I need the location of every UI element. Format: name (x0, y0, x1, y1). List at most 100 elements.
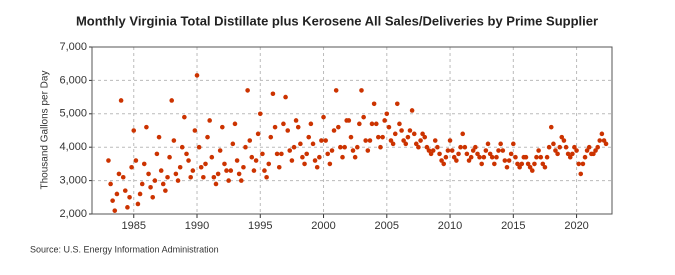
point (116, 171, 122, 177)
point (496, 148, 501, 153)
point (272, 124, 278, 130)
point (201, 174, 206, 180)
point (502, 158, 508, 163)
point (458, 144, 463, 150)
point (437, 151, 442, 157)
point (346, 118, 352, 123)
point (464, 151, 470, 157)
x-tick-label: 1995 (248, 220, 272, 232)
point (500, 148, 506, 153)
point (542, 164, 548, 170)
point (268, 134, 274, 140)
x-tick-label: 2010 (438, 220, 462, 232)
point (559, 134, 565, 140)
point (135, 201, 141, 207)
point (251, 168, 257, 173)
point (291, 144, 297, 150)
point (262, 168, 267, 173)
point (572, 144, 577, 150)
point (523, 154, 529, 160)
y-tick-label: 3,000 (59, 175, 87, 187)
point (106, 158, 111, 163)
point (205, 134, 210, 140)
point (373, 121, 379, 127)
point (108, 181, 113, 187)
point (243, 144, 248, 150)
point (386, 124, 392, 130)
point (276, 164, 282, 170)
point (150, 195, 156, 200)
point (411, 131, 417, 137)
point (441, 161, 447, 167)
point (260, 151, 265, 157)
point (527, 164, 533, 170)
point (203, 161, 208, 167)
point (114, 191, 120, 197)
point (597, 138, 603, 143)
point (348, 134, 354, 140)
point (355, 144, 360, 150)
point (511, 141, 516, 147)
point (257, 111, 263, 117)
point (555, 151, 560, 157)
point (308, 121, 314, 127)
point (323, 138, 328, 143)
point (188, 174, 193, 180)
point (380, 134, 385, 140)
point (409, 108, 415, 113)
point (217, 148, 223, 153)
plot-frame (91, 46, 613, 215)
point (394, 101, 400, 107)
point (532, 161, 537, 167)
point (487, 151, 493, 157)
point (342, 144, 347, 150)
point (365, 148, 371, 153)
point (156, 134, 162, 140)
point (428, 151, 434, 157)
point (255, 131, 261, 137)
point (312, 158, 318, 163)
point (177, 164, 183, 170)
point (245, 88, 250, 93)
point (160, 181, 166, 187)
point (230, 141, 236, 147)
point (563, 144, 569, 150)
point (226, 178, 231, 183)
source: Source: U.S. Energy Information Administ… (30, 244, 219, 254)
point (515, 161, 520, 167)
point (553, 148, 558, 153)
point (253, 158, 259, 163)
point (504, 164, 510, 170)
point (207, 118, 212, 123)
point (154, 151, 160, 157)
point (540, 161, 546, 167)
x-tick-label: 1985 (122, 220, 146, 232)
point (122, 188, 128, 193)
point (163, 188, 168, 193)
point (139, 181, 145, 187)
point (165, 174, 170, 180)
point (466, 158, 472, 163)
point (279, 151, 284, 157)
point (449, 148, 455, 153)
point (603, 141, 609, 147)
point (131, 128, 137, 133)
point (327, 161, 333, 167)
point (118, 98, 124, 103)
point (430, 148, 436, 153)
point (599, 131, 605, 137)
point (274, 151, 280, 157)
point (492, 161, 497, 167)
point (186, 158, 191, 163)
point (264, 174, 269, 180)
x-tick-label: 2015 (501, 220, 525, 232)
point (169, 98, 175, 103)
point (506, 158, 512, 163)
point (371, 101, 377, 107)
point (152, 178, 158, 183)
point (536, 148, 541, 153)
point (447, 138, 453, 143)
x-tick-label: 2005 (375, 220, 399, 232)
point (475, 151, 480, 157)
point (432, 138, 438, 143)
